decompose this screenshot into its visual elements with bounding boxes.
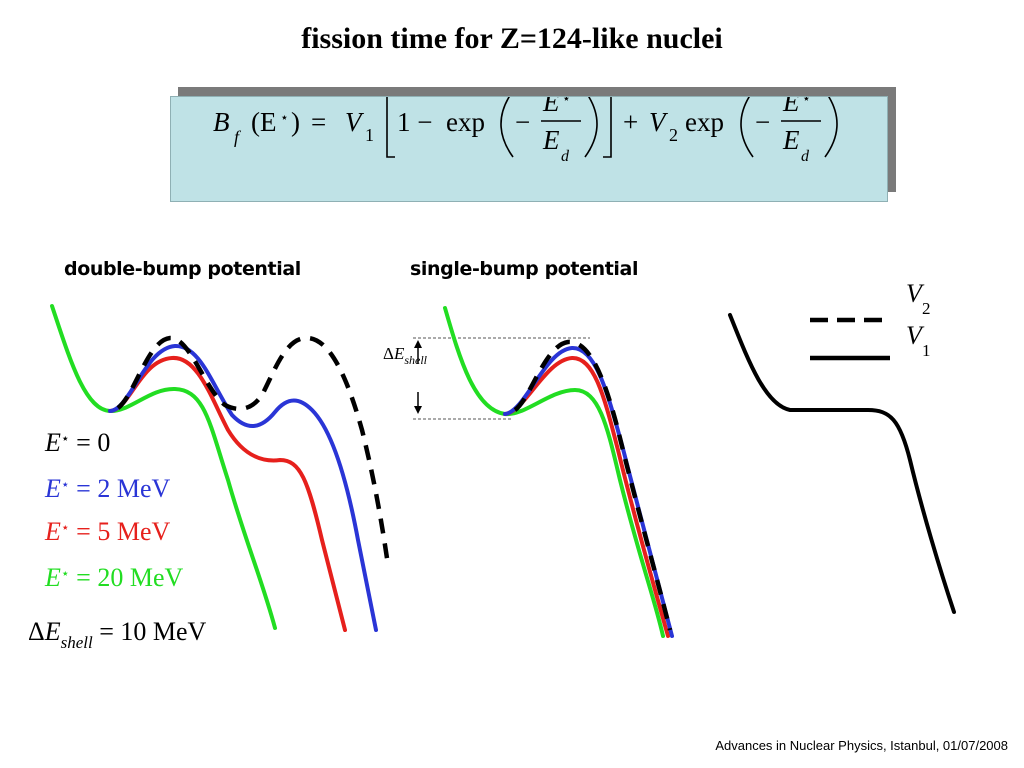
formula-lparen2	[740, 97, 754, 158]
legend-e5-star: ⋆	[60, 521, 70, 536]
formula-minus2: −	[755, 107, 770, 137]
formula-exp2: exp	[685, 107, 724, 137]
formula-v2-sub: 2	[669, 125, 678, 145]
formula-plus: +	[623, 107, 638, 137]
formula-arg-close: )	[291, 107, 300, 137]
label-v2-sub: 2	[922, 299, 931, 318]
formula-den1: E	[542, 125, 560, 155]
curve-double-e2	[108, 343, 378, 632]
shell-arrow-up-head	[414, 340, 422, 348]
curve-double-e0	[116, 335, 391, 566]
heading-single-bump: single-bump potential	[410, 258, 639, 280]
legend-e2: E⋆ = 2 MeV	[45, 474, 170, 504]
formula-star3: ⋆	[802, 97, 811, 107]
shell-arrow-down-head	[414, 406, 422, 414]
curve-single-e20	[443, 306, 665, 638]
legend-e5: E⋆ = 5 MeV	[45, 517, 170, 547]
formula-v1: V	[345, 107, 365, 137]
formula-num2: E	[782, 97, 800, 117]
page-title: fission time for Z=124-like nuclei	[301, 22, 723, 55]
formula-one-minus: 1 −	[397, 107, 432, 137]
curve-schematic	[728, 313, 956, 614]
formula-rbracket	[603, 97, 612, 158]
formula-rparen1	[584, 97, 598, 158]
legend-shell-sub: shell	[60, 633, 93, 652]
legend-e0-value: = 0	[76, 428, 111, 457]
legend-shell: ΔEshell = 10 MeV	[28, 617, 206, 653]
label-v1: V	[906, 321, 925, 350]
formula-lbracket	[386, 97, 395, 158]
label-v1-sub: 1	[922, 341, 931, 360]
single-shell-label: ΔEshell	[383, 344, 427, 368]
legend-e20-value: = 20 MeV	[76, 563, 184, 592]
formula-den1-sub: d	[561, 148, 570, 165]
single-shell-sub: shell	[404, 353, 427, 367]
curve-double-e20	[50, 304, 277, 630]
formula-lparen1	[500, 97, 514, 158]
formula-eq: =	[311, 107, 326, 137]
formula-v1-sub: 1	[365, 125, 374, 145]
curve-single-e5	[503, 355, 670, 638]
curve-single-e2	[503, 345, 674, 638]
legend-shell-e: E	[44, 617, 61, 646]
curve-double-e5	[108, 355, 347, 632]
formula-minus1: −	[515, 107, 530, 137]
formula-exp1: exp	[446, 107, 485, 137]
formula-den2: E	[782, 125, 800, 155]
formula-den2-sub: d	[801, 148, 810, 165]
legend-e5-e: E	[45, 517, 61, 546]
footer-citation: Advances in Nuclear Physics, Istanbul, 0…	[715, 738, 1008, 753]
curve-single-e0	[513, 339, 673, 631]
formula: B f (E ⋆ ) = V 1 1 − exp − E ⋆ E d + V 2…	[213, 97, 838, 165]
legend-e0-e: E	[45, 428, 61, 457]
heading-double-bump: double-bump potential	[64, 258, 301, 280]
legend-e0: E⋆ = 0	[45, 428, 110, 458]
single-shell-e: E	[393, 344, 405, 363]
formula-star2: ⋆	[562, 97, 571, 107]
single-shell-delta: Δ	[383, 344, 394, 363]
legend-e0-star: ⋆	[60, 432, 70, 447]
formula-b-sub: f	[234, 127, 242, 147]
formula-num1: E	[542, 97, 560, 117]
legend-e20-e: E	[45, 563, 61, 592]
legend-e2-e: E	[45, 474, 61, 503]
legend-e2-value: = 2 MeV	[76, 474, 171, 503]
legend-e20-star: ⋆	[60, 567, 70, 582]
formula-star1: ⋆	[280, 111, 289, 126]
legend-e2-star: ⋆	[60, 478, 70, 493]
legend-e20: E⋆ = 20 MeV	[45, 563, 183, 593]
legend-e5-value: = 5 MeV	[76, 517, 171, 546]
formula-v2: V	[649, 107, 669, 137]
formula-box: B f (E ⋆ ) = V 1 1 − exp − E ⋆ E d + V 2…	[170, 96, 888, 202]
label-v2: V	[906, 279, 925, 308]
formula-rparen2	[824, 97, 838, 158]
formula-arg-open: (E	[251, 107, 276, 137]
legend-shell-delta: Δ	[28, 617, 45, 646]
legend-shell-value: = 10 MeV	[99, 617, 207, 646]
formula-b: B	[213, 107, 230, 137]
